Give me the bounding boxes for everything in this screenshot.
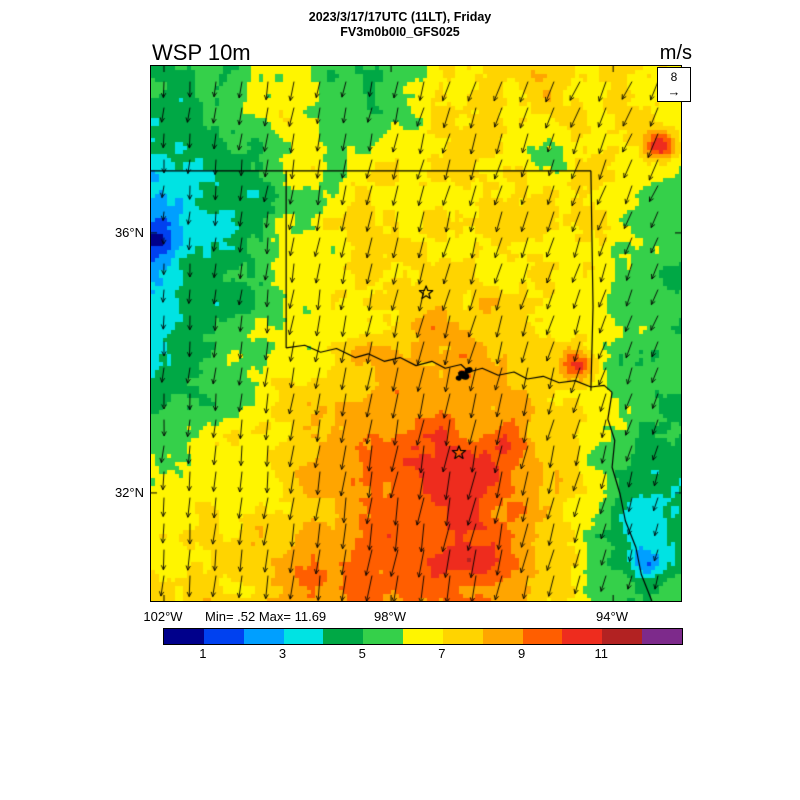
colorbar-tick-label: 9 — [517, 646, 526, 661]
lon-tick-label-98w: 98°W — [374, 609, 406, 624]
wind-speed-map-canvas — [151, 66, 681, 601]
colorbar-segment — [243, 629, 284, 644]
colorbar-segment — [323, 629, 364, 644]
colorbar-tick-label: 5 — [358, 646, 366, 661]
colorbar-segment — [482, 629, 523, 644]
reference-vector-box: 8 → — [657, 67, 691, 102]
lon-tick-label-102w: 102°W — [143, 609, 183, 624]
colorbar-segment — [642, 629, 682, 644]
lat-tick-label-36n: 36°N — [114, 225, 144, 240]
variable-label: WSP 10m — [152, 40, 251, 65]
plot-title-model: FV3m0b0I0_GFS025 — [340, 25, 460, 39]
reference-arrow-icon: → — [667, 83, 681, 99]
colorbar-tick-label: 7 — [438, 646, 446, 661]
min-max-stats: Min= .52 Max= 11.69 — [205, 609, 327, 624]
colorbar-segment — [442, 629, 483, 644]
colorbar-segment — [363, 629, 404, 644]
lat-tick-label-32n: 32°N — [114, 485, 144, 500]
colorbar — [163, 628, 683, 645]
reference-vector-value: 8 — [670, 70, 678, 85]
colorbar-tick-label: 3 — [278, 646, 287, 661]
colorbar-segment — [403, 629, 443, 644]
colorbar-tick-label: 11 — [594, 646, 609, 661]
plot-title-date: 2023/3/17/17UTC (11LT), Friday — [308, 10, 492, 24]
colorbar-segment — [562, 629, 603, 644]
colorbar-tick-label: 1 — [199, 646, 207, 661]
map-area — [150, 65, 682, 602]
lon-tick-label-94w: 94°W — [596, 609, 628, 624]
colorbar-segment — [602, 629, 643, 644]
colorbar-segment — [283, 629, 324, 644]
colorbar-segment — [522, 629, 563, 644]
colorbar-segment — [203, 629, 244, 644]
colorbar-segment — [164, 629, 204, 644]
units-label: m/s — [659, 42, 692, 64]
